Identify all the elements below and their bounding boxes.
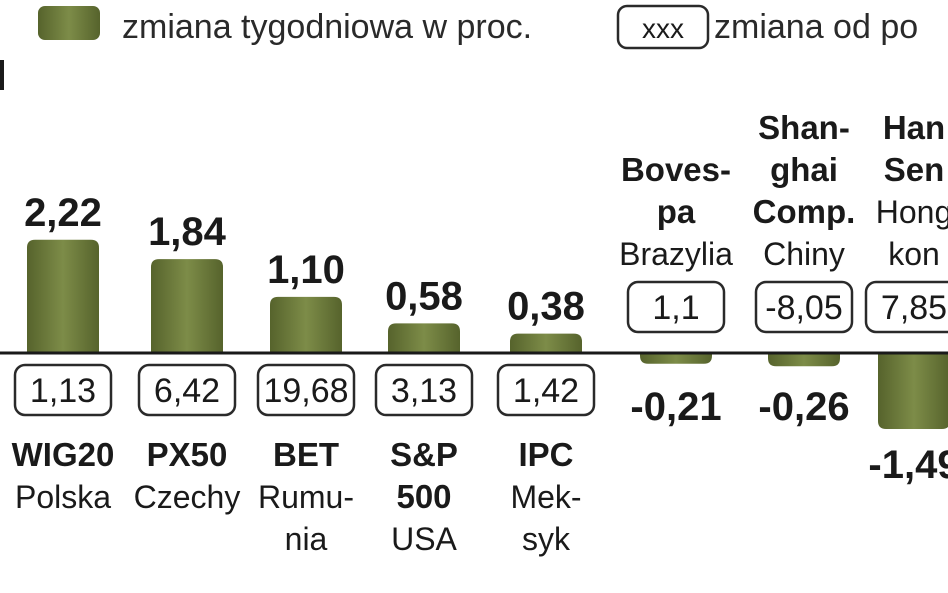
data-label: -0,26 [758,385,849,429]
value-box-label: 1,13 [30,372,96,410]
value-box [13,363,113,417]
country-name: Czechy [134,479,241,515]
index-name: Shan- [758,109,850,146]
value-box [256,363,356,417]
bar [510,333,582,353]
data-label: -1,49 [868,443,948,487]
legend: zmiana tygodniowa w proc. xxx zmiana od … [38,4,918,50]
value-box [496,363,596,417]
index-name: S&P [390,436,458,473]
index-name: Sen [884,151,945,188]
value-box-label: 19,68 [263,372,348,410]
value-box-label: 7,85 [881,289,947,327]
value-box [137,363,237,417]
index-name: PX50 [147,436,228,473]
bar [27,239,99,353]
country-name: Rumu- [258,479,354,515]
bar [640,353,712,364]
country-name: Brazylia [619,236,733,272]
data-label: 0,38 [507,285,585,329]
legend-box-sample [616,4,710,50]
bar [768,353,840,367]
bar [151,259,223,353]
data-label: 2,22 [24,191,102,235]
legend-swatch-weekly [38,6,100,40]
index-name: IPC [518,436,573,473]
value-box-label: 6,42 [154,372,220,410]
country-name: Chiny [763,236,845,272]
left-edge-mark [0,60,4,90]
value-box-label: 1,42 [513,372,579,410]
bar [388,323,460,353]
data-label: 0,58 [385,274,463,318]
index-name: Han [883,109,945,146]
data-label: 1,10 [267,248,345,292]
value-box-label: 1,1 [652,289,699,327]
data-label: 1,84 [148,210,227,254]
value-box-label: -8,05 [765,289,843,327]
index-name: WIG20 [12,436,115,473]
index-name: BET [273,436,339,473]
country-name: Hong [876,194,948,230]
index-name: Comp. [753,193,856,230]
labels: 1,13 2,22 WIG20 Polska 6,42 1,84 PX50 Czechy 19,… [12,109,948,557]
index-name: 500 [396,478,451,515]
value-box [864,280,948,334]
country-name: nia [285,521,328,557]
value-box [626,280,726,334]
country-name: syk [522,521,571,557]
index-name: Boves- [621,151,731,188]
legend-box-sample-text: xxx [642,13,684,44]
index-name: pa [657,193,696,230]
value-box [374,363,474,417]
bar [878,353,948,429]
data-label: -0,21 [630,385,721,429]
value-box-label: 3,13 [391,372,457,410]
country-name: USA [391,521,457,557]
legend-label-weekly: zmiana tygodniowa w proc. [122,8,532,46]
index-name: ghai [770,151,838,188]
bar [270,296,342,353]
country-name: kon [888,236,940,272]
bars [27,239,948,429]
value-box [754,280,854,334]
country-name: Mek- [510,479,581,515]
country-name: Polska [15,479,111,515]
legend-label-since: zmiana od po [714,8,918,46]
